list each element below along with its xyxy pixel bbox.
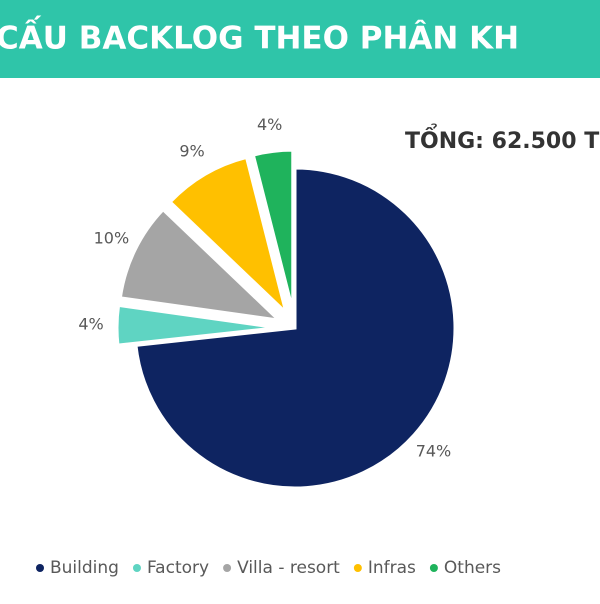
legend-label: Others: [444, 558, 501, 578]
legend-label: Building: [50, 558, 119, 578]
data-label: 4%: [257, 115, 282, 134]
legend-label: Factory: [147, 558, 209, 578]
chart-title: CẤU BACKLOG THEO PHÂN KH: [0, 17, 519, 57]
pie-slice: [118, 207, 284, 323]
data-label: 4%: [78, 314, 103, 333]
legend-marker: [223, 564, 232, 572]
annotation: TỔNG: 62.500 T: [405, 124, 599, 154]
pie-slice: [168, 155, 289, 318]
legend-label: Infras: [368, 558, 416, 578]
data-label: 10%: [94, 229, 130, 248]
legend-marker: [353, 564, 362, 572]
title-band: [0, 0, 600, 78]
legend-marker: [36, 564, 44, 572]
legend-label: Villa - resort: [237, 558, 340, 578]
legend-marker: [429, 564, 438, 572]
data-label: 74%: [416, 442, 452, 461]
legend-marker: [132, 564, 141, 572]
data-label: 9%: [179, 141, 204, 160]
pie-slice: [134, 166, 457, 490]
pie-slice: [115, 303, 278, 347]
pie-slice: [251, 148, 295, 311]
